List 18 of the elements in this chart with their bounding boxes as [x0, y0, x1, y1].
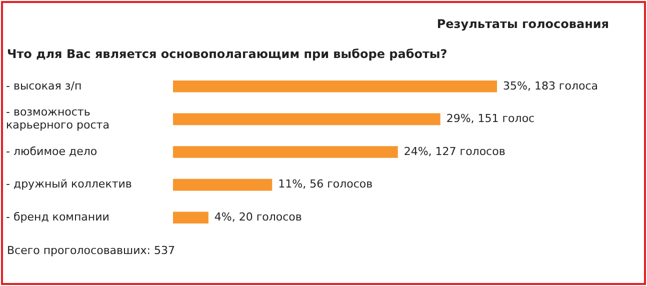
data-label: 29%, 151 голос: [446, 112, 535, 126]
bar: [173, 80, 497, 92]
data-label: 24%, 127 голосов: [404, 144, 506, 158]
data-label: 4%, 20 голосов: [214, 210, 302, 224]
y-tick-label: - бренд компании: [6, 210, 110, 224]
bar: [173, 212, 208, 224]
text: Всего проголосовавших: 537: [7, 244, 175, 257]
bar: [173, 178, 272, 191]
y-tick-label: - высокая з/п: [6, 79, 82, 92]
text: Результаты голосования: [436, 17, 609, 31]
bar: [173, 146, 398, 158]
bar: [173, 113, 440, 126]
y-tick-label: - возможность карьерного роста: [6, 105, 110, 132]
data-label: 11%, 56 голосов: [278, 178, 373, 191]
chart-subtitle: Что для Вас является основополагающим при выборе работы?: [7, 47, 448, 61]
y-tick-label: - любимое дело: [6, 144, 98, 158]
y-tick-label: - дружный коллектив: [6, 178, 132, 191]
data-label: 35%, 183 голоса: [503, 79, 598, 92]
